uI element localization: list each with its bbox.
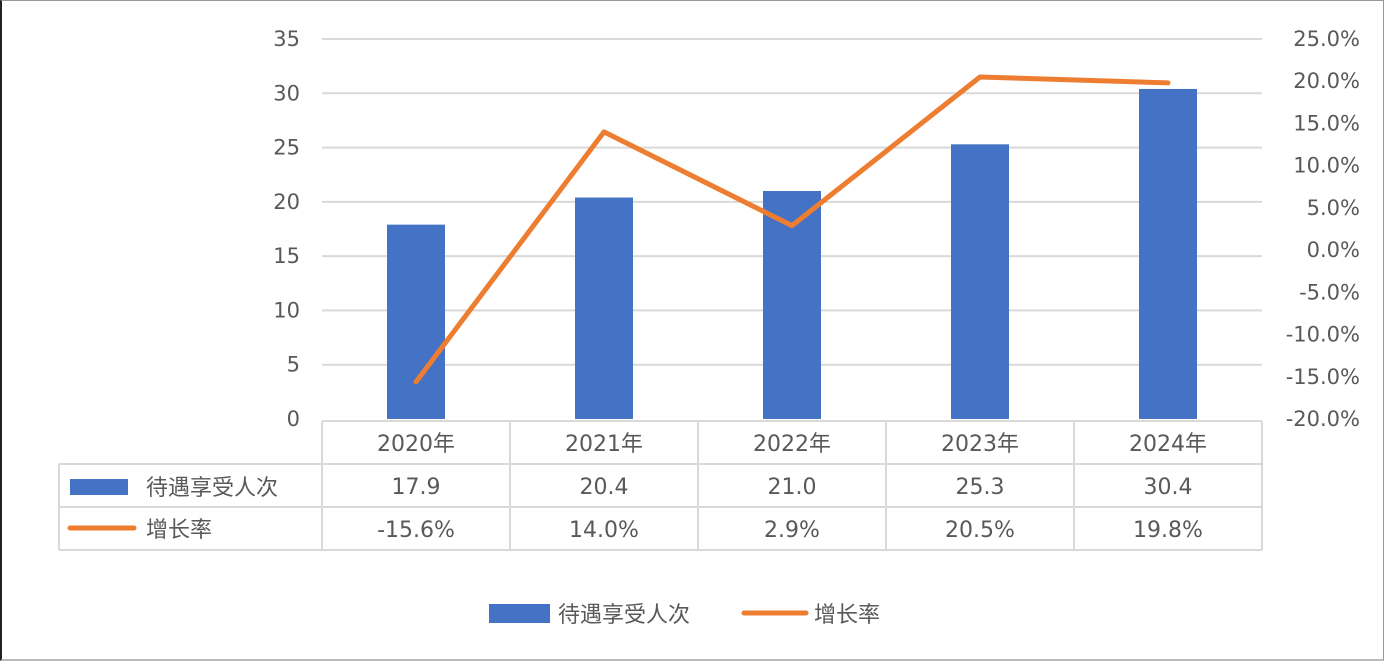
left-axis-tick-label: 35 <box>273 27 300 51</box>
right-axis-tick-label: 10.0% <box>1293 154 1360 178</box>
table-cell-value: 2.9% <box>764 518 820 543</box>
table-cell-value: 14.0% <box>569 518 639 543</box>
right-axis-tick-label: -20.0% <box>1286 407 1360 431</box>
category-label: 2021年 <box>565 432 643 457</box>
table-cell-value: 20.4 <box>580 475 629 500</box>
right-axis-tick-label: -15.0% <box>1286 365 1360 389</box>
left-axis-tick-label: 10 <box>273 298 300 322</box>
table-series-name: 增长率 <box>146 518 212 543</box>
left-axis-tick-label: 30 <box>273 81 300 105</box>
right-axis-tick-label: 5.0% <box>1307 196 1360 220</box>
left-axis-tick-label: 0 <box>287 407 300 431</box>
table-cell-value: 30.4 <box>1144 475 1193 500</box>
left-axis-tick-label: 25 <box>273 136 300 160</box>
legend-label: 增长率 <box>814 603 880 628</box>
left-axis-tick-label: 5 <box>287 353 300 377</box>
legend-bar-key <box>489 604 550 623</box>
bar-2021年 <box>575 197 633 419</box>
legend-label: 待遇享受人次 <box>558 603 690 628</box>
right-axis-tick-label: 25.0% <box>1293 27 1360 51</box>
left-axis-tick-label: 20 <box>273 190 300 214</box>
bar-2023年 <box>951 144 1009 420</box>
table-cell-value: 21.0 <box>768 475 817 500</box>
right-axis-tick-label: 20.0% <box>1293 69 1360 93</box>
right-axis-tick-label: -5.0% <box>1299 280 1360 304</box>
category-label: 2022年 <box>753 432 831 457</box>
category-label: 2020年 <box>377 432 455 457</box>
category-label: 2024年 <box>1129 432 1207 457</box>
right-axis-tick-label: 15.0% <box>1293 111 1360 135</box>
right-axis-tick-label: 0.0% <box>1307 238 1360 262</box>
bar-2024年 <box>1139 88 1197 419</box>
table-cell-value: 17.9 <box>392 475 441 500</box>
right-axis-tick-label: -10.0% <box>1286 323 1360 347</box>
table-legend-bar-key <box>70 479 128 495</box>
table-cell-value: 20.5% <box>945 518 1015 543</box>
bar-2020年 <box>387 224 445 419</box>
bar-2022年 <box>763 191 821 419</box>
category-label: 2023年 <box>941 432 1019 457</box>
table-cell-value: 19.8% <box>1133 518 1203 543</box>
table-cell-value: -15.6% <box>377 518 455 543</box>
table-series-name: 待遇享受人次 <box>146 476 278 501</box>
left-axis-tick-label: 15 <box>273 244 300 268</box>
table-cell-value: 25.3 <box>956 475 1005 500</box>
